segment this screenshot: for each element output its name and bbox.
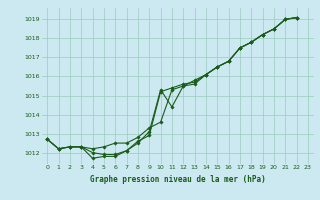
X-axis label: Graphe pression niveau de la mer (hPa): Graphe pression niveau de la mer (hPa) [90,175,266,184]
